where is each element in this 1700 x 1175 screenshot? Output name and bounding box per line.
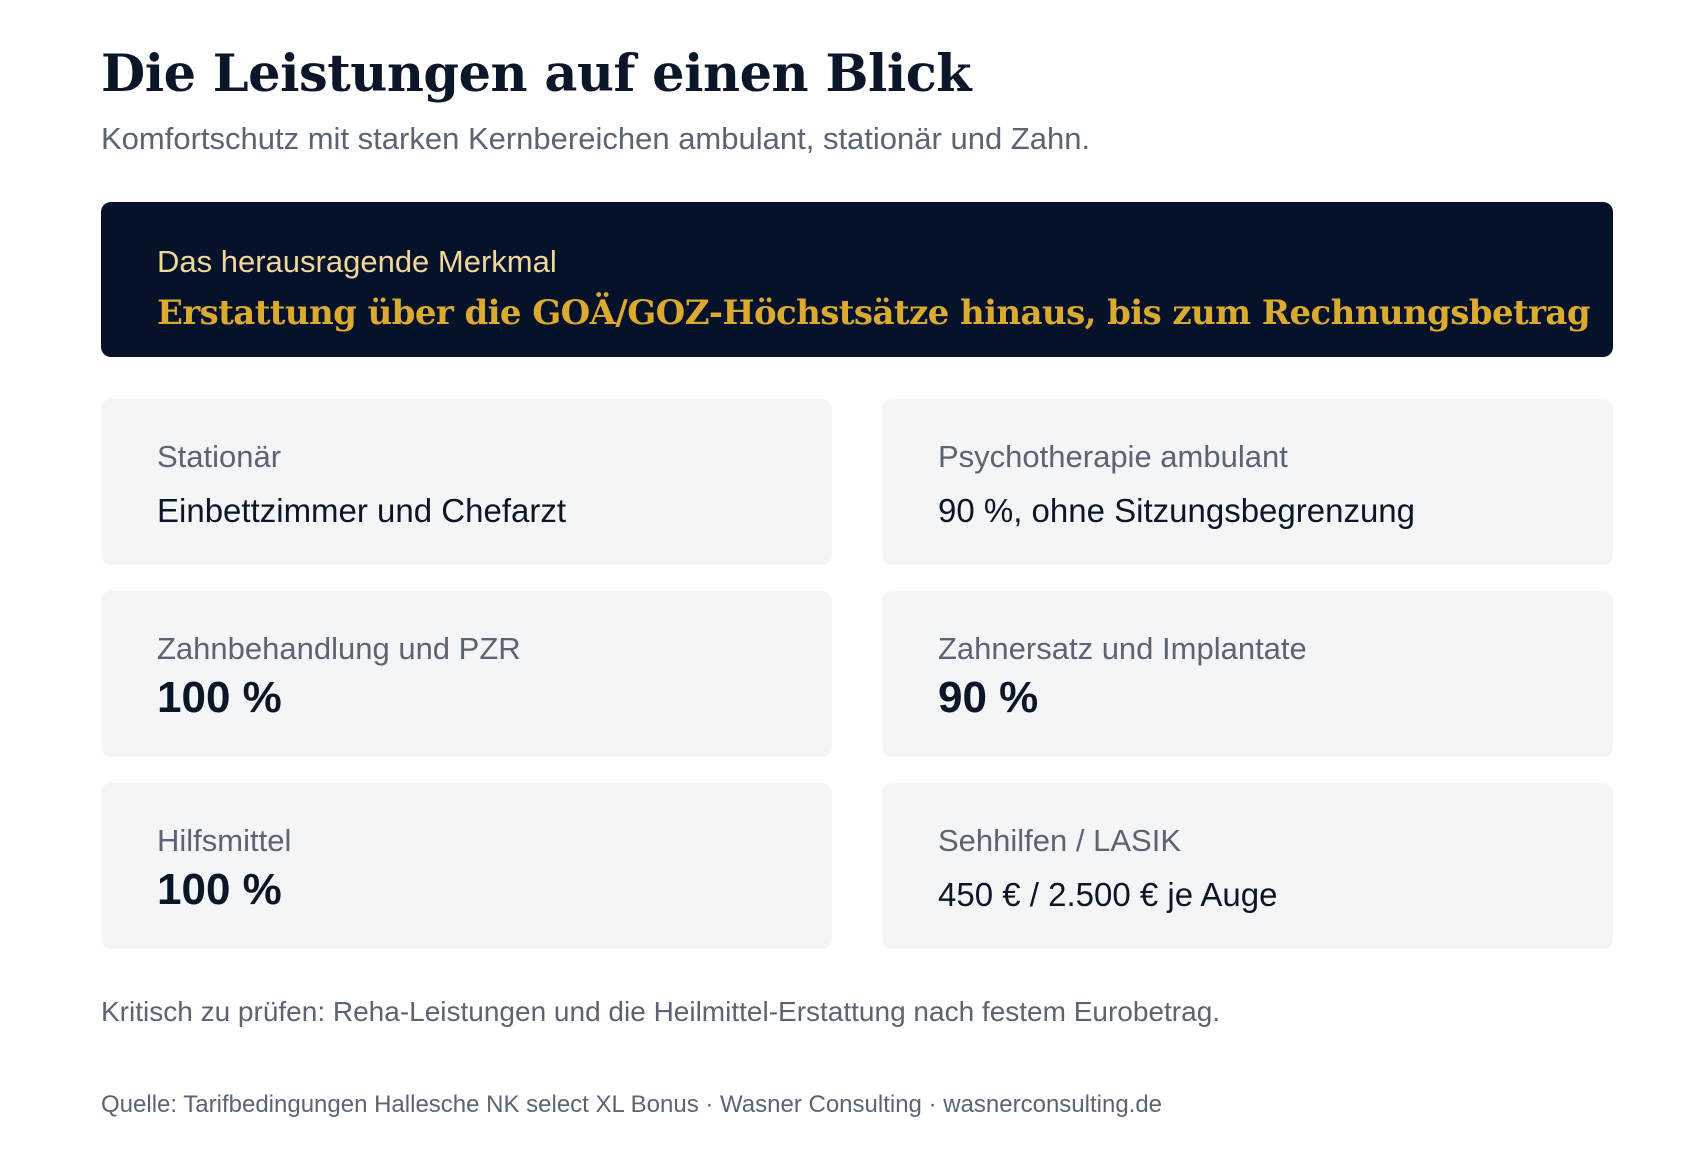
benefit-label: Zahnersatz und Implantate	[938, 631, 1307, 666]
benefit-value: 90 %	[938, 673, 1039, 722]
benefit-value: 90 %, ohne Sitzungsbegrenzung	[938, 492, 1416, 529]
page-subtitle: Komfortschutz mit starken Kernbereichen …	[101, 121, 1091, 156]
benefit-card-zahnbehandlung: Zahnbehandlung und PZR 100 %	[101, 591, 832, 757]
benefit-value: 100 %	[157, 673, 282, 722]
highlight-label: Das herausragende Merkmal	[157, 244, 557, 279]
benefit-label: Zahnbehandlung und PZR	[157, 631, 521, 666]
benefit-value: 450 € / 2.500 € je Auge	[938, 876, 1278, 913]
benefit-card-psychotherapie: Psychotherapie ambulant 90 %, ohne Sitzu…	[882, 399, 1613, 565]
review-note: Kritisch zu prüfen: Reha-Leistungen und …	[101, 996, 1221, 1027]
benefit-value: Einbettzimmer und Chefarzt	[157, 492, 567, 529]
benefit-label: Hilfsmittel	[157, 823, 292, 858]
benefit-card-stationaer: Stationär Einbettzimmer und Chefarzt	[101, 399, 832, 565]
benefit-card-sehhilfen: Sehhilfen / LASIK 450 € / 2.500 € je Aug…	[882, 783, 1613, 949]
benefit-label: Sehhilfen / LASIK	[938, 823, 1181, 858]
page-title: Die Leistungen auf einen Blick	[101, 44, 972, 104]
highlight-value: Erstattung über die GOÄ/GOZ-Höchstsätze …	[157, 293, 1591, 333]
benefit-label: Psychotherapie ambulant	[938, 439, 1288, 474]
benefit-value: 100 %	[157, 865, 282, 914]
benefit-card-zahnersatz: Zahnersatz und Implantate 90 %	[882, 591, 1613, 757]
benefit-card-hilfsmittel: Hilfsmittel 100 %	[101, 783, 832, 949]
benefit-label: Stationär	[157, 439, 282, 474]
source-footer: Quelle: Tarifbedingungen Hallesche NK se…	[101, 1091, 1163, 1118]
highlight-banner: Das herausragende Merkmal Erstattung übe…	[101, 202, 1613, 357]
